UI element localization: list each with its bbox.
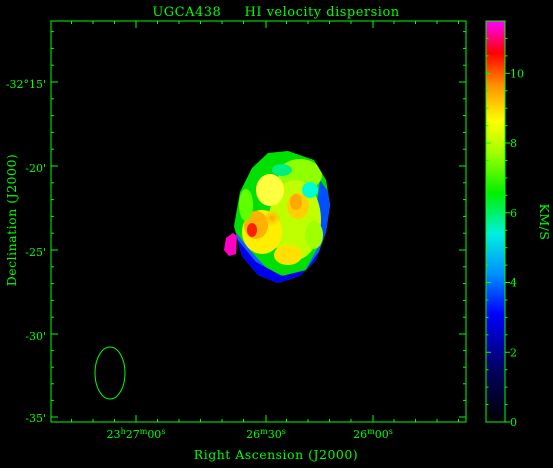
colorbar-frame (485, 20, 506, 423)
x-tick-label: 23h27m00s (107, 427, 166, 441)
colorbar-label: KM/S (537, 204, 552, 241)
colorbar-tick-label: 8 (510, 137, 517, 150)
y-tick-label: -30' (25, 330, 46, 343)
colorbar-tick-label: 2 (510, 346, 517, 359)
colorbar-tick-label: 0 (510, 416, 517, 429)
y-tick-label: -32°15' (6, 78, 46, 91)
x-axis-label: Right Ascension (J2000) (194, 447, 358, 462)
plot-frame (50, 20, 467, 423)
colorbar-tick-label: 4 (510, 277, 517, 290)
x-tick-label: 26m30s (246, 427, 286, 441)
x-tick-hours: 23 (107, 428, 121, 441)
y-axis-label: Declination (J2000) (4, 154, 19, 287)
x-tick-labels: 23h27m00s 26m30s 26m00s (107, 427, 393, 441)
y-tick-label: -20' (25, 162, 46, 175)
colorbar-tick-label: 10 (510, 67, 524, 80)
colorbar-tick-label: 6 (510, 207, 517, 220)
plot-ticks (51, 21, 466, 422)
beam-ellipse (94, 346, 126, 400)
x-tick-label: 26m00s (353, 427, 393, 441)
colorbar-ticks (486, 37, 510, 423)
chart-title: UGCA438 HI velocity dispersion (152, 5, 399, 20)
colorbar: 0 2 4 6 8 10 KM/S (485, 20, 552, 429)
galaxy-emission (224, 151, 330, 283)
y-tick-label: -35' (25, 412, 46, 425)
y-tick-labels: -32°15' -20' -25' -30' -35' (6, 78, 46, 425)
colorbar-gradient (486, 21, 505, 422)
colorbar-tick-labels: 0 2 4 6 8 10 (510, 67, 524, 429)
y-tick-label: -25' (25, 246, 46, 259)
